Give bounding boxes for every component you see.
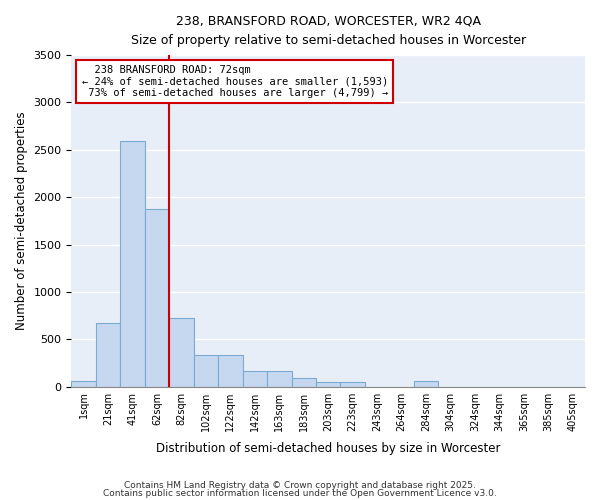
X-axis label: Distribution of semi-detached houses by size in Worcester: Distribution of semi-detached houses by … <box>156 442 500 455</box>
Bar <box>218 355 242 386</box>
Bar <box>267 372 292 386</box>
Bar <box>316 382 340 386</box>
Bar <box>242 372 267 386</box>
Bar <box>292 378 316 386</box>
Text: Contains public sector information licensed under the Open Government Licence v3: Contains public sector information licen… <box>103 489 497 498</box>
Bar <box>169 318 194 386</box>
Bar <box>71 381 96 386</box>
Bar <box>145 208 169 386</box>
Bar <box>121 142 145 386</box>
Bar <box>414 381 438 386</box>
Text: 238 BRANSFORD ROAD: 72sqm  
← 24% of semi-detached houses are smaller (1,593)
 7: 238 BRANSFORD ROAD: 72sqm ← 24% of semi-… <box>82 65 388 98</box>
Bar <box>340 382 365 386</box>
Bar <box>194 355 218 386</box>
Text: Contains HM Land Registry data © Crown copyright and database right 2025.: Contains HM Land Registry data © Crown c… <box>124 480 476 490</box>
Bar <box>96 323 121 386</box>
Y-axis label: Number of semi-detached properties: Number of semi-detached properties <box>15 112 28 330</box>
Title: 238, BRANSFORD ROAD, WORCESTER, WR2 4QA
Size of property relative to semi-detach: 238, BRANSFORD ROAD, WORCESTER, WR2 4QA … <box>131 15 526 47</box>
